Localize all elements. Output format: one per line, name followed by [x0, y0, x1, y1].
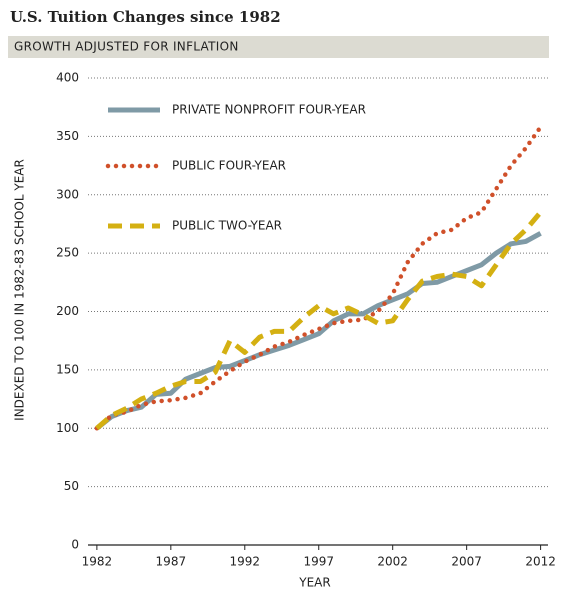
y-tick-label: 300 — [56, 187, 79, 201]
x-axis-label: YEAR — [298, 576, 330, 590]
series-line — [94, 124, 543, 431]
y-tick-label: 0 — [71, 538, 79, 552]
legend-label: PUBLIC TWO-YEAR — [172, 219, 282, 233]
x-tick-label: 1982 — [82, 555, 113, 569]
y-tick-label: 200 — [56, 304, 79, 318]
x-tick-label: 2012 — [525, 555, 556, 569]
y-tick-label: 250 — [56, 246, 79, 260]
y-tick-label: 100 — [56, 421, 79, 435]
chart-title: U.S. Tuition Changes since 1982 — [10, 8, 281, 26]
series-line — [95, 231, 542, 431]
x-tick-label: 1992 — [230, 555, 261, 569]
y-tick-label: 400 — [56, 71, 79, 85]
x-tick-label: 2007 — [451, 555, 482, 569]
x-tick-label: 1997 — [303, 555, 334, 569]
subtitle-band — [8, 36, 549, 58]
chart-subtitle: GROWTH ADJUSTED FOR INFLATION — [14, 40, 239, 54]
x-tick-label: 2002 — [377, 555, 408, 569]
y-tick-label: 150 — [56, 362, 79, 376]
x-tick-label: 1987 — [156, 555, 187, 569]
y-tick-label: 350 — [56, 129, 79, 143]
y-tick-label: 50 — [64, 479, 79, 493]
legend-label: PUBLIC FOUR-YEAR — [172, 159, 286, 173]
y-axis-label: INDEXED TO 100 IN 1982-83 SCHOOL YEAR — [13, 159, 27, 421]
legend-label: PRIVATE NONPROFIT FOUR-YEAR — [172, 103, 366, 117]
